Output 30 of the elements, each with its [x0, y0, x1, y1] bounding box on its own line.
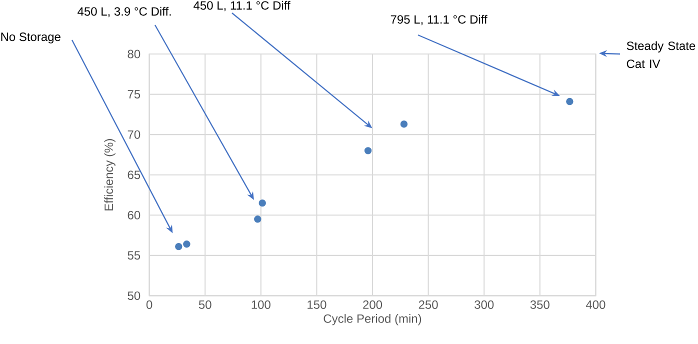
point: [400, 120, 408, 128]
text: No Storage: [1, 32, 60, 44]
text: Steady State Cat IV: [626, 41, 696, 68]
x-tick-label: 300: [474, 300, 494, 309]
y-tick-label: 60: [128, 210, 140, 220]
y-tick-label: 70: [128, 130, 140, 139]
text: 795 L, 11.1 °C Diff: [390, 14, 488, 26]
y-tick-label: 65: [128, 170, 140, 180]
point: [183, 240, 190, 248]
x-tick-label: 200: [363, 300, 382, 309]
x-tick-label: 0: [146, 300, 152, 309]
x-tick-label: 250: [418, 300, 438, 309]
x-tick-label: 100: [252, 300, 270, 309]
x-tick-label: 150: [308, 300, 326, 309]
y-axis-title: Efficiency (%): [104, 139, 116, 210]
y-tick-label: 50: [128, 291, 140, 300]
x-tick-label: 50: [198, 300, 212, 309]
point: [364, 147, 372, 154]
point: [254, 216, 262, 223]
point: [566, 98, 574, 106]
y-tick-label: 55: [128, 251, 140, 260]
x-axis-title: Cycle Period (min): [324, 314, 422, 326]
y-tick-label: 80: [128, 50, 140, 58]
x-tick-label: 350: [530, 300, 550, 309]
x-tick-label: 400: [586, 300, 606, 309]
y-tick-label: 75: [128, 90, 140, 98]
point: [175, 242, 182, 250]
text: 450 L, 11.1 °C Diff: [194, 0, 290, 12]
text: 450 L, 3.9 °C Diff.: [78, 6, 171, 18]
point: [258, 199, 266, 207]
